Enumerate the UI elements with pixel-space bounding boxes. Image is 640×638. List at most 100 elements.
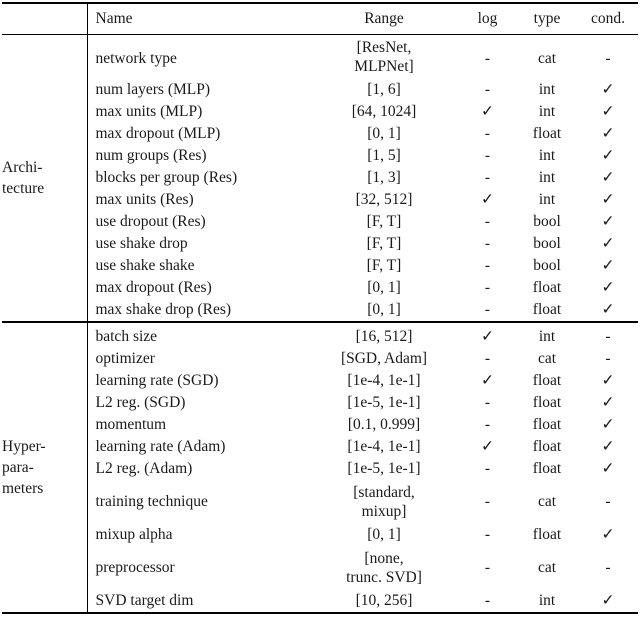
header-type: type (516, 3, 578, 35)
param-range: [16, 512] (309, 321, 459, 348)
log-dash: - (484, 257, 491, 274)
log-dash: - (484, 49, 491, 67)
param-range: [0.1, 0.999] (347, 416, 421, 433)
log-dash: - (484, 526, 491, 543)
param-type: int (538, 592, 556, 609)
param-type: float (532, 125, 562, 142)
cond-checkmark: ✓ (601, 235, 615, 252)
table-row: max units (Res) [32, 512] ✓ int ✓ (2, 189, 638, 211)
param-name: learning rate (Adam) (95, 438, 226, 455)
cond-checkmark: ✓ (601, 394, 615, 411)
cond-dash: - (605, 493, 611, 510)
param-name: L2 reg. (SGD) (95, 394, 186, 411)
param-type: cat (537, 350, 557, 367)
cond-dash: - (578, 321, 638, 348)
param-type: float (532, 279, 562, 296)
table-row: num layers (MLP) [1, 6] - int ✓ (2, 79, 638, 101)
table-row: Archi-tecture network type [ResNet, MLPNet]… (2, 34, 638, 322)
param-name: blocks per group (Res) (95, 169, 238, 186)
param-name: max shake drop (Res) (95, 301, 232, 318)
param-range: [0, 1] (367, 526, 401, 543)
cond-checkmark: ✓ (601, 279, 615, 296)
param-name: max dropout (MLP) (95, 125, 221, 142)
header-cond: cond. (578, 3, 638, 35)
param-type: int (538, 169, 556, 186)
cond-checkmark: ✓ (601, 301, 615, 318)
table-row: use dropout (Res) [F, T] - bool ✓ (2, 211, 638, 233)
param-type: float (532, 460, 562, 477)
param-range: [F, T] (366, 213, 402, 230)
table-row: max shake drop (Res) [0, 1] - float ✓ (2, 299, 638, 322)
param-range: [1, 6] (367, 81, 401, 98)
param-range: [1e-5, 1e-1] (347, 394, 421, 411)
cond-checkmark: ✓ (601, 257, 615, 274)
cond-checkmark: ✓ (601, 438, 615, 455)
param-range: [64, 1024] (351, 103, 417, 120)
log-dash: - (484, 279, 491, 296)
param-type: bool (533, 235, 561, 252)
log-dash: - (484, 235, 491, 252)
param-range: [32, 512] (355, 191, 413, 208)
log-dash: - (484, 81, 491, 98)
param-range: [10, 256] (355, 592, 413, 609)
table-row: momentum [0.1, 0.999] - float ✓ (2, 414, 638, 436)
param-range: [F, T] (366, 235, 402, 252)
log-dash: - (484, 147, 491, 164)
log-dash: - (484, 559, 491, 576)
cond-checkmark: ✓ (601, 125, 615, 142)
param-range: [0, 1] (367, 301, 401, 318)
param-name: max dropout (Res) (95, 279, 212, 296)
cond-checkmark: ✓ (601, 592, 615, 609)
param-name: L2 reg. (Adam) (95, 460, 193, 477)
param-range: [F, T] (366, 257, 402, 274)
cond-dash: - (605, 350, 611, 367)
log-checkmark: ✓ (481, 372, 494, 389)
cond-dash: - (605, 49, 611, 67)
param-name: num groups (Res) (95, 147, 207, 164)
param-type: int (538, 191, 556, 208)
param-name: learning rate (SGD) (95, 372, 219, 389)
param-range: [none, trunc. SVD] (346, 550, 422, 586)
param-type: int (538, 147, 556, 164)
param-name: use shake shake (95, 257, 195, 274)
hyperparameter-table: Name Range log type cond. Archi-tecture n… (2, 2, 638, 614)
log-dash: - (484, 301, 491, 318)
header-name: Name (87, 3, 309, 35)
param-range: [1e-4, 1e-1] (347, 438, 421, 455)
param-name: max units (MLP) (95, 103, 203, 120)
cond-checkmark: ✓ (601, 526, 615, 543)
param-name: preprocessor (95, 559, 175, 576)
table-row: learning rate (Adam) [1e-4, 1e-1] ✓ float ✓ (2, 436, 638, 458)
log-dash: - (484, 592, 491, 609)
param-type: bool (533, 257, 561, 274)
table-body: Archi-tecture network type [ResNet, MLPNet]… (2, 34, 638, 613)
param-name: optimizer (95, 350, 155, 367)
param-name: max units (Res) (95, 191, 194, 208)
table-row: SVD target dim [10, 256] - int ✓ (2, 590, 638, 613)
log-dash: - (484, 460, 491, 477)
table-row: max dropout (Res) [0, 1] - float ✓ (2, 277, 638, 299)
param-type: int (538, 103, 556, 120)
log-checkmark: ✓ (481, 191, 494, 208)
param-range: [1, 3] (367, 169, 401, 186)
log-dash: - (484, 213, 491, 230)
param-range: [1e-4, 1e-1] (347, 372, 421, 389)
param-name: training technique (95, 493, 208, 510)
param-type: int (516, 321, 578, 348)
group-label: Hyper-para-meters (2, 321, 88, 613)
table-row: training technique [standard, mixup] - cat - (2, 480, 638, 524)
param-type: cat (537, 559, 557, 576)
header-range: Range (309, 3, 459, 35)
param-range: [1, 5] (367, 147, 401, 164)
table-row: use shake shake [F, T] - bool ✓ (2, 255, 638, 277)
param-name: use dropout (Res) (95, 213, 206, 230)
log-checkmark: ✓ (481, 438, 494, 455)
cond-checkmark: ✓ (601, 191, 615, 208)
param-type: cat (537, 493, 557, 510)
cond-dash: - (605, 559, 611, 576)
cond-checkmark: ✓ (601, 147, 615, 164)
param-name: num layers (MLP) (95, 81, 211, 98)
log-dash: - (484, 169, 491, 186)
header-row: Name Range log type cond. (2, 3, 638, 35)
